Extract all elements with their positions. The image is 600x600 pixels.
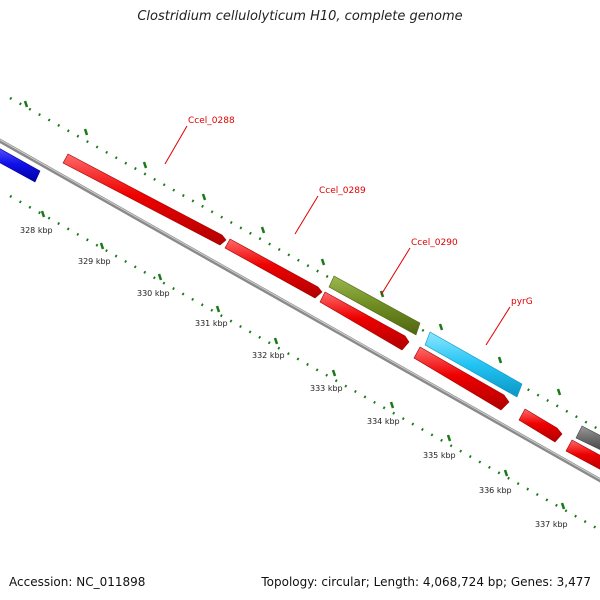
inner-ruler-major-ticks	[40, 210, 566, 510]
kbp-label: 336 kbp	[479, 486, 512, 495]
genome-summary-text: Topology: circular; Length: 4,068,724 bp…	[261, 575, 591, 589]
map-title: Clostridium cellulolyticum H10, complete…	[137, 9, 463, 24]
kbp-label: 330 kbp	[137, 289, 170, 298]
genome-backbone-highlight	[0, 139, 600, 480]
gene-red-inner-3[interactable]	[518, 408, 563, 443]
outer-ruler-major-ticks	[23, 100, 562, 396]
gene-gray[interactable]	[575, 425, 600, 452]
kbp-label: 329 kbp	[78, 257, 111, 266]
kbp-label: 337 kbp	[535, 520, 568, 529]
gene-label-leaders	[164, 125, 511, 346]
gene-pyrg[interactable]	[424, 331, 523, 398]
kbp-label: 328 kbp	[20, 226, 53, 235]
gene-red-inner-1[interactable]	[319, 291, 410, 351]
accession-text: Accession: NC_011898	[9, 575, 146, 589]
gene-ccel-0289[interactable]	[224, 238, 323, 299]
gene-ccel-0290[interactable]	[328, 275, 421, 336]
gene-label-ccel-0288[interactable]: Ccel_0288	[188, 116, 235, 126]
gene-red-inner-4[interactable]	[565, 439, 600, 472]
genome-backbone	[0, 138, 600, 483]
inner-ruler	[9, 194, 600, 532]
gene-label-ccel-0290[interactable]: Ccel_0290	[411, 238, 458, 248]
kbp-scale-labels: 328 kbp 329 kbp 330 kbp 331 kbp 332 kbp …	[20, 226, 568, 529]
kbp-label: 331 kbp	[195, 319, 228, 328]
gene-ccel-0288[interactable]	[62, 153, 227, 246]
gene-label-ccel-0289[interactable]: Ccel_0289	[319, 186, 366, 196]
kbp-label: 335 kbp	[423, 451, 456, 460]
kbp-label: 332 kbp	[252, 351, 285, 360]
kbp-label: 334 kbp	[367, 417, 400, 426]
gene-red-inner-2[interactable]	[413, 346, 510, 411]
gene-blue[interactable]	[0, 146, 41, 183]
gene-label-pyrg[interactable]: pyrG	[511, 297, 533, 307]
kbp-label: 333 kbp	[310, 384, 343, 393]
